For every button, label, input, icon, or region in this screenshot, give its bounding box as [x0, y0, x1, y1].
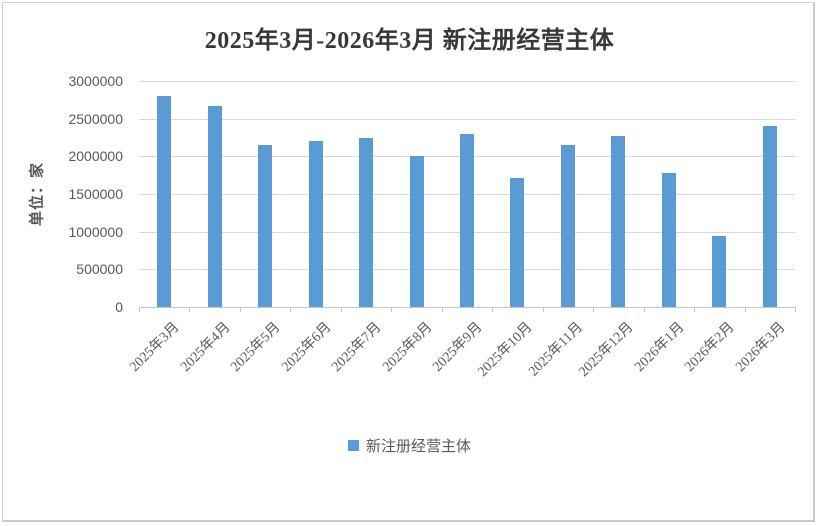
x-tick-label: 2025年12月	[576, 319, 637, 380]
y-tick-label: 0	[115, 299, 123, 315]
x-tick-mark	[290, 307, 292, 312]
bar-2026年2月	[712, 236, 727, 307]
x-tick-mark	[441, 307, 443, 312]
y-tick-label: 1500000	[68, 186, 123, 202]
bar-2025年6月	[308, 141, 323, 307]
legend: 新注册经营主体	[0, 435, 819, 456]
bar-2025年5月	[258, 145, 273, 307]
x-tick-mark	[340, 307, 342, 312]
legend-label: 新注册经营主体	[365, 439, 471, 455]
x-tick-label: 2025年4月	[177, 319, 234, 375]
y-tick-label: 2500000	[68, 110, 123, 127]
x-tick-mark	[391, 307, 393, 312]
bar-2025年3月	[157, 96, 172, 307]
x-tick-mark	[643, 307, 645, 312]
x-tick-mark	[694, 307, 696, 312]
bar-2025年12月	[611, 135, 626, 307]
x-tick-mark	[795, 307, 796, 312]
bar-2025年4月	[207, 105, 222, 307]
x-tick-mark	[542, 307, 544, 312]
bar-2025年10月	[510, 178, 525, 307]
x-axis-line	[139, 307, 796, 308]
gridline	[139, 118, 795, 120]
bar-2026年1月	[661, 172, 676, 307]
y-tick-label: 1000000	[68, 223, 123, 240]
y-tick-label: 3000000	[68, 73, 123, 89]
bar-2026年3月	[762, 126, 777, 307]
x-tick-label: 2026年3月	[733, 319, 789, 375]
bar-2025年11月	[560, 145, 575, 307]
x-tick-label: 2025年8月	[379, 319, 435, 375]
bar-2025年8月	[409, 156, 424, 307]
x-tick-mark	[139, 307, 140, 312]
legend-swatch-icon	[347, 440, 359, 451]
x-tick-label: 2026年2月	[682, 319, 738, 375]
plot-area	[139, 81, 795, 307]
bar-2025年7月	[359, 138, 374, 307]
chart-title: 2025年3月-2026年3月 新注册经营主体	[204, 28, 615, 54]
y-tick-label: 500000	[76, 261, 123, 278]
bar-2025年9月	[460, 133, 474, 307]
x-tick-label: 2025年6月	[278, 319, 335, 375]
gridline	[139, 81, 795, 82]
x-tick-mark	[189, 307, 191, 312]
x-tick-label: 2025年3月	[127, 319, 183, 375]
x-tick-label: 2026年1月	[632, 319, 688, 375]
x-tick-label: 2025年5月	[228, 319, 284, 375]
x-tick-mark	[239, 307, 241, 312]
x-tick-label: 2025年7月	[329, 319, 385, 375]
y-tick-label: 2000000	[68, 148, 123, 165]
x-tick-mark	[593, 307, 595, 312]
x-tick-mark	[492, 307, 494, 312]
x-tick-mark	[744, 307, 746, 312]
